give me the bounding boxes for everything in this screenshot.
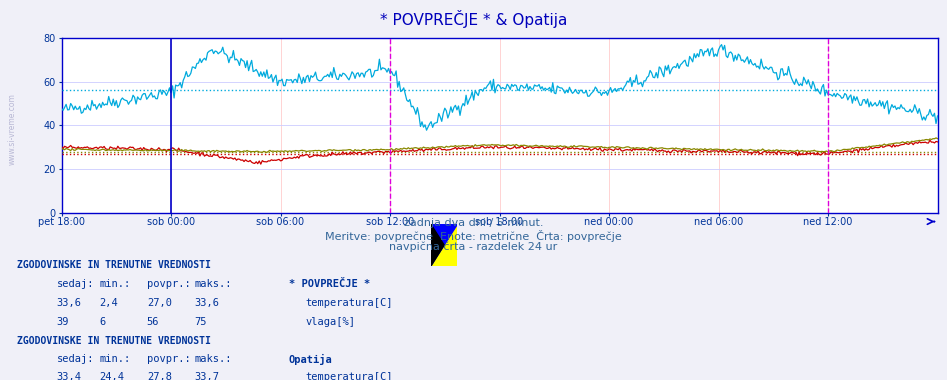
Text: 27,0: 27,0 <box>147 298 171 308</box>
Text: 6: 6 <box>99 317 106 327</box>
Polygon shape <box>431 224 457 266</box>
Text: 24,4: 24,4 <box>99 372 124 380</box>
Text: 33,4: 33,4 <box>57 372 81 380</box>
Text: 33,7: 33,7 <box>194 372 219 380</box>
Text: povpr.:: povpr.: <box>147 354 190 364</box>
Text: ZGODOVINSKE IN TRENUTNE VREDNOSTI: ZGODOVINSKE IN TRENUTNE VREDNOSTI <box>17 336 211 346</box>
Text: sedaj:: sedaj: <box>57 279 95 289</box>
Text: 33,6: 33,6 <box>194 298 219 308</box>
Text: Opatija: Opatija <box>289 354 332 365</box>
Text: 33,6: 33,6 <box>57 298 81 308</box>
Text: 39: 39 <box>57 317 69 327</box>
Text: min.:: min.: <box>99 354 131 364</box>
Text: Meritve: povprečne  Enote: metrične  Črta: povprečje: Meritve: povprečne Enote: metrične Črta:… <box>325 230 622 242</box>
Text: povpr.:: povpr.: <box>147 279 190 289</box>
Text: temperatura[C]: temperatura[C] <box>306 372 393 380</box>
Text: sedaj:: sedaj: <box>57 354 95 364</box>
Text: * POVPREČJE *: * POVPREČJE * <box>289 279 370 289</box>
Text: 56: 56 <box>147 317 159 327</box>
Text: navpična črta - razdelek 24 ur: navpična črta - razdelek 24 ur <box>389 241 558 252</box>
Text: 2,4: 2,4 <box>99 298 118 308</box>
Polygon shape <box>431 224 457 266</box>
Text: 75: 75 <box>194 317 206 327</box>
Text: maks.:: maks.: <box>194 354 232 364</box>
Text: ZGODOVINSKE IN TRENUTNE VREDNOSTI: ZGODOVINSKE IN TRENUTNE VREDNOSTI <box>17 260 211 270</box>
Text: 27,8: 27,8 <box>147 372 171 380</box>
Text: temperatura[C]: temperatura[C] <box>306 298 393 308</box>
Polygon shape <box>431 224 444 266</box>
Text: www.si-vreme.com: www.si-vreme.com <box>8 93 17 165</box>
Text: zadnja dva dni / 5 minut.: zadnja dva dni / 5 minut. <box>403 218 544 228</box>
Text: * POVPREČJE * & Opatija: * POVPREČJE * & Opatija <box>380 10 567 27</box>
Text: min.:: min.: <box>99 279 131 289</box>
Text: vlaga[%]: vlaga[%] <box>306 317 356 327</box>
Text: maks.:: maks.: <box>194 279 232 289</box>
